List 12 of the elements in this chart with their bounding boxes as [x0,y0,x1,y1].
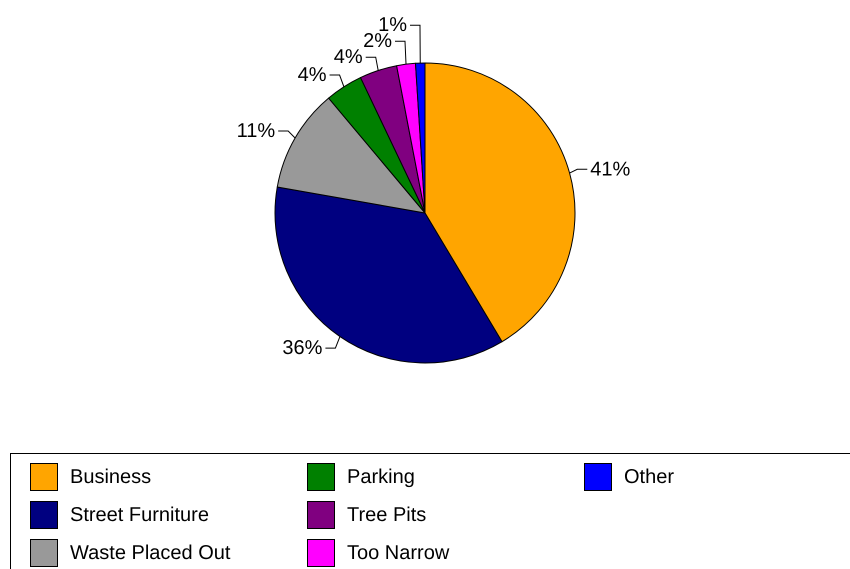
legend-label: Street Furniture [70,504,209,526]
data-label: 4% [298,64,327,86]
legend-label: Other [624,466,674,488]
legend-label: Too Narrow [347,542,450,564]
data-label: 4% [334,46,363,68]
data-label: 36% [282,337,323,360]
data-label: 11% [236,120,276,142]
legend-label: Business [70,466,152,488]
legend-label: Waste Placed Out [70,542,231,564]
data-label: 41% [590,158,631,180]
legend-label: Tree Pits [347,504,426,526]
legend-label: Parking [347,466,415,488]
